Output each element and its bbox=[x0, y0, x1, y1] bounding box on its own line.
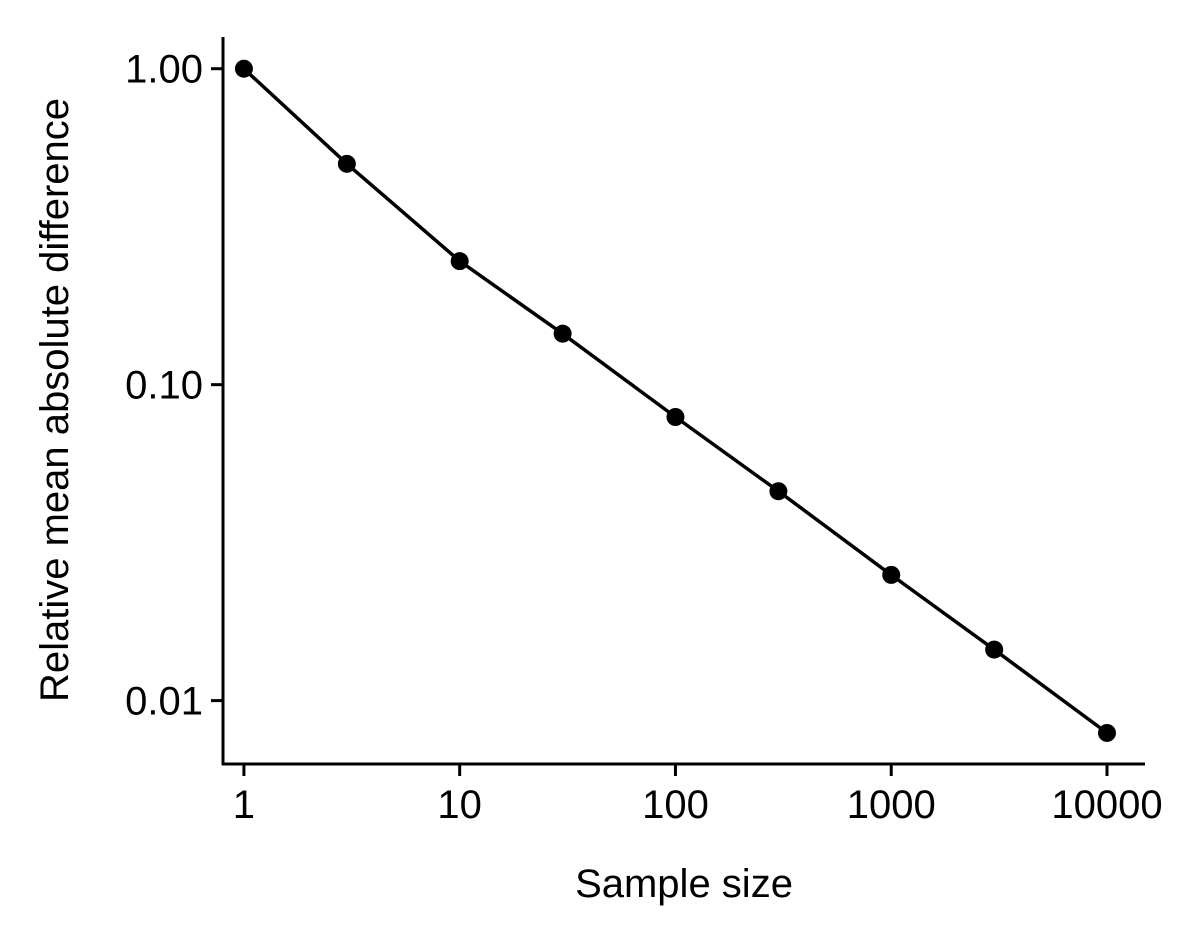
axes bbox=[221, 37, 1145, 766]
x-tick-label-2: 100 bbox=[642, 783, 709, 827]
x-axis-title: Sample size bbox=[575, 862, 793, 906]
x-tick-label-1: 10 bbox=[437, 783, 482, 827]
series bbox=[234, 59, 1117, 742]
data-point-2 bbox=[450, 252, 469, 271]
data-point-7 bbox=[985, 640, 1004, 659]
x-tick-label-4: 10000 bbox=[1051, 783, 1162, 827]
data-point-4 bbox=[666, 408, 685, 427]
data-point-3 bbox=[553, 324, 572, 343]
x-tick-label-3: 1000 bbox=[847, 783, 936, 827]
y-ticks: 1.00 0.10 0.01 bbox=[125, 48, 223, 724]
x-tick-label-0: 1 bbox=[233, 783, 255, 827]
series-line-0 bbox=[242, 67, 1109, 735]
y-tick-label-0: 1.00 bbox=[125, 48, 203, 92]
y-tick-label-2: 0.01 bbox=[125, 680, 203, 724]
data-point-6 bbox=[882, 565, 901, 584]
data-point-0 bbox=[234, 59, 253, 78]
y-axis-title: Relative mean absolute difference bbox=[33, 98, 77, 702]
data-point-8 bbox=[1098, 723, 1117, 742]
y-tick-label-1: 0.10 bbox=[125, 364, 203, 408]
x-ticks: 1 10 100 1000 10000 bbox=[233, 764, 1163, 827]
data-point-5 bbox=[769, 482, 788, 501]
data-point-1 bbox=[337, 154, 356, 173]
